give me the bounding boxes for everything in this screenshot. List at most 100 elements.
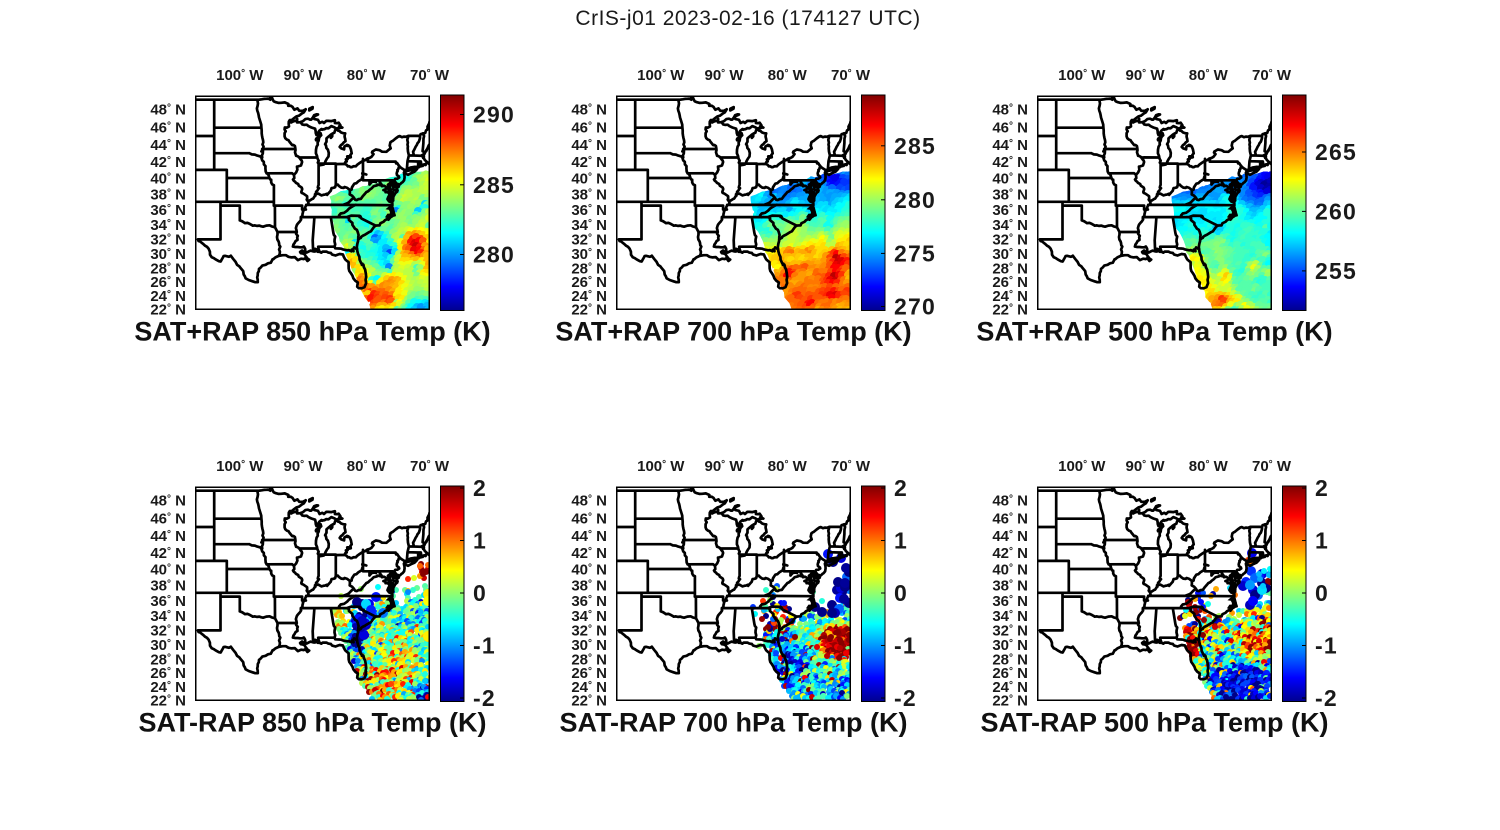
- svg-text:28° N: 28° N: [150, 651, 186, 668]
- svg-text:42° N: 42° N: [571, 154, 607, 171]
- svg-text:44° N: 44° N: [150, 137, 186, 154]
- svg-text:70° W: 70° W: [410, 458, 450, 475]
- svg-text:100° W: 100° W: [1058, 67, 1106, 84]
- svg-text:44° N: 44° N: [150, 528, 186, 545]
- svg-text:285: 285: [473, 172, 515, 198]
- svg-text:-1: -1: [1315, 633, 1338, 659]
- svg-text:38° N: 38° N: [150, 186, 186, 203]
- svg-text:32° N: 32° N: [571, 232, 607, 249]
- svg-text:255: 255: [1315, 258, 1357, 284]
- svg-text:24° N: 24° N: [150, 679, 186, 696]
- svg-text:40° N: 40° N: [571, 170, 607, 187]
- svg-text:80° W: 80° W: [347, 67, 387, 84]
- svg-text:26° N: 26° N: [571, 274, 607, 291]
- svg-text:275: 275: [894, 240, 936, 266]
- svg-text:70° W: 70° W: [1252, 458, 1292, 475]
- svg-text:SAT+RAP 850 hPa Temp (K): SAT+RAP 850 hPa Temp (K): [134, 317, 490, 347]
- svg-text:22° N: 22° N: [992, 301, 1028, 318]
- svg-text:48° N: 48° N: [571, 101, 607, 118]
- svg-text:24° N: 24° N: [150, 288, 186, 305]
- svg-text:26° N: 26° N: [992, 274, 1028, 291]
- svg-text:-2: -2: [473, 685, 496, 711]
- svg-text:285: 285: [894, 133, 936, 159]
- svg-text:2: 2: [1315, 475, 1329, 501]
- svg-text:0: 0: [473, 580, 487, 606]
- svg-text:80° W: 80° W: [768, 458, 808, 475]
- svg-text:28° N: 28° N: [992, 260, 1028, 277]
- svg-text:90° W: 90° W: [283, 458, 323, 475]
- svg-text:SAT+RAP 700 hPa Temp (K): SAT+RAP 700 hPa Temp (K): [555, 317, 911, 347]
- svg-text:24° N: 24° N: [992, 288, 1028, 305]
- svg-text:34° N: 34° N: [571, 217, 607, 234]
- svg-text:30° N: 30° N: [571, 246, 607, 263]
- svg-text:30° N: 30° N: [150, 246, 186, 263]
- svg-text:1: 1: [473, 528, 487, 554]
- svg-text:SAT-RAP 850 hPa Temp (K): SAT-RAP 850 hPa Temp (K): [138, 708, 486, 738]
- svg-text:100° W: 100° W: [637, 458, 685, 475]
- svg-text:28° N: 28° N: [571, 260, 607, 277]
- svg-text:90° W: 90° W: [1125, 458, 1165, 475]
- svg-text:40° N: 40° N: [992, 170, 1028, 187]
- svg-text:22° N: 22° N: [150, 301, 186, 318]
- svg-text:80° W: 80° W: [1189, 67, 1229, 84]
- svg-text:SAT-RAP 700 hPa Temp (K): SAT-RAP 700 hPa Temp (K): [559, 708, 907, 738]
- svg-text:48° N: 48° N: [150, 101, 186, 118]
- svg-text:2: 2: [473, 475, 487, 501]
- svg-text:90° W: 90° W: [1125, 67, 1165, 84]
- svg-text:80° W: 80° W: [768, 67, 808, 84]
- svg-text:40° N: 40° N: [150, 561, 186, 578]
- svg-text:38° N: 38° N: [150, 577, 186, 594]
- svg-text:-1: -1: [473, 633, 496, 659]
- svg-text:270: 270: [894, 294, 936, 320]
- svg-text:36° N: 36° N: [992, 202, 1028, 219]
- svg-text:48° N: 48° N: [150, 492, 186, 509]
- svg-text:1: 1: [894, 528, 908, 554]
- svg-text:36° N: 36° N: [150, 202, 186, 219]
- svg-text:38° N: 38° N: [992, 186, 1028, 203]
- svg-text:SAT-RAP 500 hPa Temp (K): SAT-RAP 500 hPa Temp (K): [980, 708, 1328, 738]
- svg-text:30° N: 30° N: [150, 637, 186, 654]
- svg-text:36° N: 36° N: [150, 593, 186, 610]
- svg-text:70° W: 70° W: [831, 458, 871, 475]
- svg-text:280: 280: [894, 187, 936, 213]
- svg-text:44° N: 44° N: [992, 137, 1028, 154]
- svg-text:22° N: 22° N: [571, 301, 607, 318]
- svg-text:32° N: 32° N: [992, 232, 1028, 249]
- svg-text:26° N: 26° N: [150, 274, 186, 291]
- svg-text:24° N: 24° N: [571, 288, 607, 305]
- svg-text:32° N: 32° N: [150, 232, 186, 249]
- svg-text:36° N: 36° N: [571, 202, 607, 219]
- svg-text:90° W: 90° W: [283, 67, 323, 84]
- svg-text:30° N: 30° N: [992, 246, 1028, 263]
- svg-text:0: 0: [894, 580, 908, 606]
- svg-text:2: 2: [894, 475, 908, 501]
- svg-text:80° W: 80° W: [1189, 458, 1229, 475]
- svg-text:100° W: 100° W: [216, 458, 264, 475]
- svg-text:46° N: 46° N: [571, 120, 607, 137]
- svg-text:42° N: 42° N: [150, 545, 186, 562]
- svg-text:100° W: 100° W: [637, 67, 685, 84]
- svg-text:48° N: 48° N: [992, 101, 1028, 118]
- svg-text:34° N: 34° N: [992, 217, 1028, 234]
- svg-text:290: 290: [473, 102, 515, 128]
- svg-text:0: 0: [1315, 580, 1329, 606]
- svg-text:42° N: 42° N: [150, 154, 186, 171]
- svg-text:46° N: 46° N: [150, 511, 186, 528]
- svg-text:46° N: 46° N: [150, 120, 186, 137]
- svg-text:32° N: 32° N: [150, 623, 186, 640]
- svg-text:100° W: 100° W: [1058, 458, 1106, 475]
- svg-text:90° W: 90° W: [704, 67, 744, 84]
- svg-text:1: 1: [1315, 528, 1329, 554]
- svg-text:280: 280: [473, 242, 515, 268]
- svg-text:40° N: 40° N: [150, 170, 186, 187]
- svg-text:28° N: 28° N: [150, 260, 186, 277]
- svg-text:CrIS-j01 2023-02-16 (174127 UT: CrIS-j01 2023-02-16 (174127 UTC): [575, 7, 920, 30]
- svg-text:34° N: 34° N: [150, 608, 186, 625]
- svg-text:100° W: 100° W: [216, 67, 264, 84]
- svg-text:34° N: 34° N: [150, 217, 186, 234]
- svg-text:-1: -1: [894, 633, 917, 659]
- svg-text:38° N: 38° N: [571, 186, 607, 203]
- svg-text:70° W: 70° W: [410, 67, 450, 84]
- svg-text:46° N: 46° N: [992, 120, 1028, 137]
- svg-text:22° N: 22° N: [150, 692, 186, 709]
